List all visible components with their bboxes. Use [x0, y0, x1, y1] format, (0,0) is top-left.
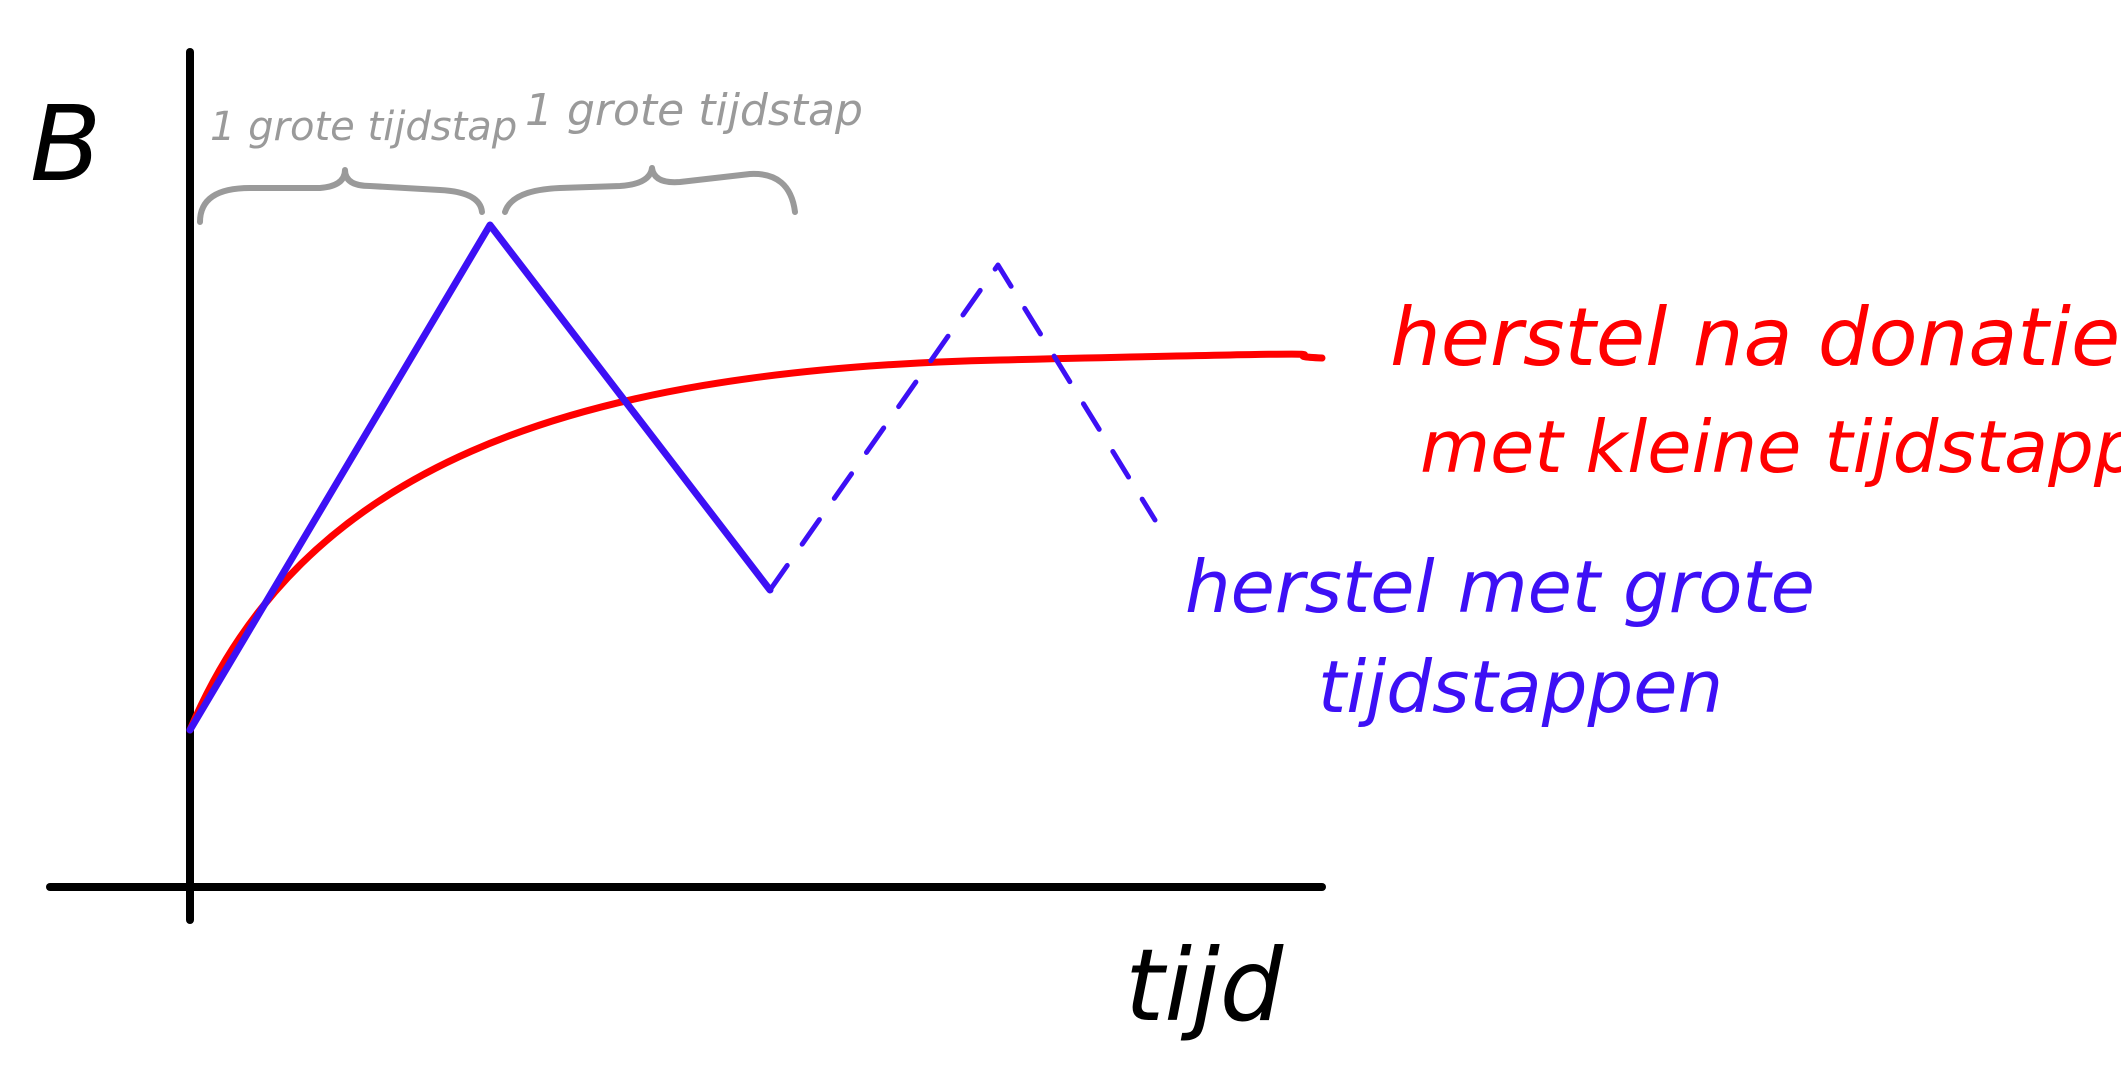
- blue-label-line2: tijdstappen: [1318, 645, 1723, 729]
- brace-first-step: [197, 167, 485, 225]
- red-label-line1: herstel na donatie: [1390, 291, 2120, 384]
- x-axis-label: tijd: [1125, 927, 1284, 1044]
- blue-curve-large-steps: [186, 221, 774, 734]
- red-curve-small-steps: [186, 350, 1326, 734]
- blue-label-line1: herstel met grote: [1185, 545, 1815, 629]
- y-axis-label: B: [30, 83, 101, 205]
- red-label-line2: met kleine tijdstappen: [1420, 405, 2121, 489]
- brace-label-first: 1 grote tijdstap: [210, 104, 517, 150]
- blue-curve-dashed-continuation: [767, 262, 1158, 593]
- brace-label-second: 1 grote tijdstap: [525, 85, 863, 136]
- brace-second-step: [502, 165, 798, 215]
